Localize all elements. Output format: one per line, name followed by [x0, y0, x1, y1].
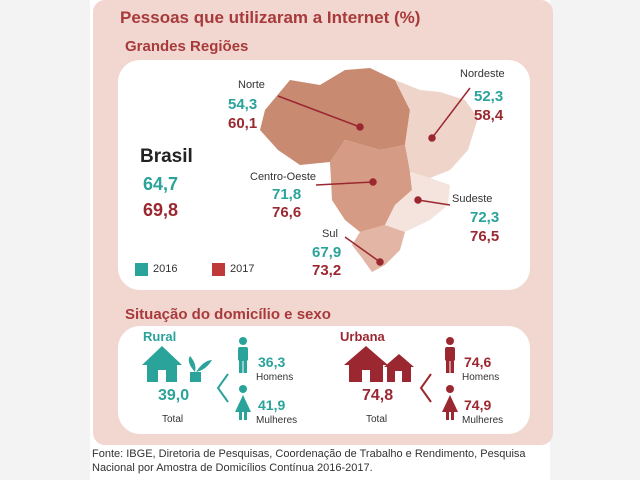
- rural-mulheres-value: 41,9: [258, 397, 286, 413]
- right-margin: [550, 0, 640, 480]
- nordeste-2017: 58,4: [474, 107, 504, 124]
- rural-man-icon: [238, 337, 248, 373]
- legend-label-2016: 2016: [153, 263, 178, 275]
- legend-label-2017: 2017: [230, 263, 255, 275]
- rural-label: Rural: [143, 329, 177, 344]
- centro-oeste-label: Centro-Oeste: [250, 171, 317, 183]
- sul-2017: 73,2: [312, 262, 342, 279]
- map-region-sul: [352, 225, 405, 272]
- rural-mulheres-label: Mulheres: [256, 415, 298, 426]
- brasil-label: Brasil: [140, 146, 193, 167]
- map-region-centro-oeste: [330, 140, 412, 232]
- norte-2017: 60,1: [228, 115, 258, 132]
- sudeste-2017: 76,5: [470, 228, 500, 245]
- legend-swatch-2016: [135, 263, 148, 276]
- norte-label: Norte: [238, 79, 265, 91]
- rural-woman-icon: [235, 385, 251, 420]
- urbana-mulheres-label: Mulheres: [462, 415, 504, 426]
- sudeste-label: Sudeste: [452, 193, 493, 205]
- chart-title: Pessoas que utilizaram a Internet (%): [120, 8, 421, 27]
- regions-subtitle: Grandes Regiões: [125, 38, 249, 55]
- urbana-homens-value: 74,6: [464, 354, 492, 370]
- sul-2016: 67,9: [312, 244, 342, 261]
- legend-swatch-2017: [212, 263, 225, 276]
- left-margin: [0, 0, 90, 480]
- rural-total-label: Total: [162, 414, 184, 425]
- urbana-mulheres-value: 74,9: [464, 397, 492, 413]
- urban-woman-icon: [442, 385, 458, 420]
- map-region-norte: [260, 68, 410, 165]
- rural-homens-label: Homens: [256, 372, 294, 383]
- urbana-total-label: Total: [366, 414, 388, 425]
- nordeste-2016: 52,3: [474, 88, 504, 105]
- urbana-homens-label: Homens: [462, 372, 500, 383]
- brasil-2017: 69,8: [143, 200, 179, 220]
- urbana-total-value: 74,8: [362, 387, 394, 404]
- rural-total-value: 39,0: [158, 387, 190, 404]
- centro-oeste-2016: 71,8: [272, 186, 302, 203]
- centro-oeste-2017: 76,6: [272, 204, 302, 221]
- rural-house-icon: [142, 346, 182, 382]
- situation-subtitle: Situação do domicílio e sexo: [125, 306, 331, 323]
- rural-bracket: [216, 373, 229, 403]
- nordeste-label: Nordeste: [460, 68, 505, 80]
- rural-homens-value: 36,3: [258, 354, 286, 370]
- brasil-2016: 64,7: [143, 174, 179, 194]
- urban-bracket: [419, 373, 432, 403]
- sudeste-2016: 72,3: [470, 209, 500, 226]
- source-note: Fonte: IBGE, Diretoria de Pesquisas, Coo…: [92, 448, 526, 474]
- norte-2016: 54,3: [228, 96, 258, 113]
- plant-icon: [188, 356, 212, 382]
- sul-label: Sul: [322, 228, 338, 240]
- situation-box: [118, 326, 530, 434]
- urbana-label: Urbana: [340, 329, 385, 344]
- urban-house-icon: [344, 346, 414, 382]
- urban-man-icon: [445, 337, 455, 373]
